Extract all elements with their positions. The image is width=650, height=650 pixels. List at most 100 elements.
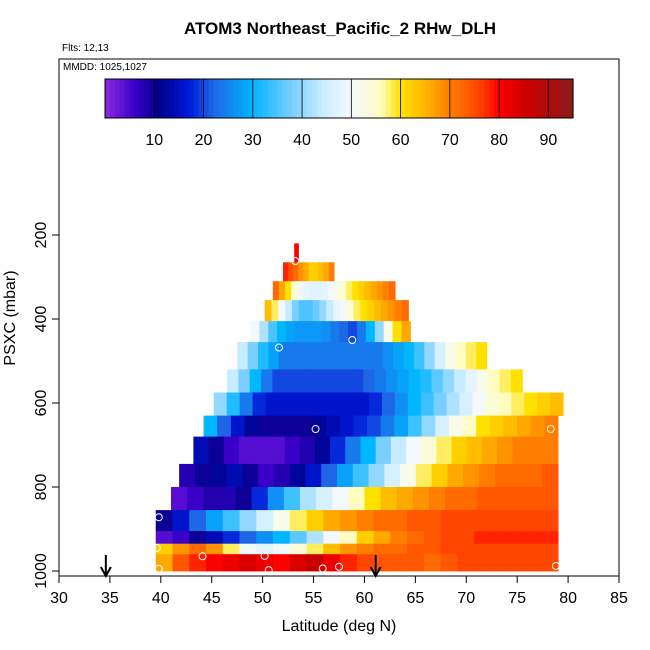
heatmap-cell [353,415,368,437]
heatmap-cell [189,510,207,532]
heatmap-cell [392,321,402,343]
heatmap-cell [463,463,480,488]
heatmap-cell [291,392,305,416]
heatmap-cell [401,300,409,322]
colorbar-segment [262,79,269,118]
heatmap-cell [517,415,532,437]
heatmap-cell [340,369,353,393]
heatmap-cell [445,487,462,511]
heatmap-cell [193,436,210,465]
heatmap-cell [319,300,327,322]
heatmap-cell [299,487,317,511]
heatmap-cell [155,543,174,555]
heatmap-cell [394,300,402,322]
heatmap-cell [527,436,544,465]
heatmap-cell [247,342,259,370]
colorbar-segment [508,79,515,118]
colorbar-segment [198,79,205,118]
heatmap-cell [442,369,455,393]
flights-note: Flts: 12,13 [62,43,109,54]
heatmap-cell [367,300,375,322]
heatmap-cell [476,415,491,437]
heatmap-cell [394,392,409,416]
colorbar-segment [173,79,180,118]
heatmap-cell [206,510,224,532]
heatmap-cell [219,487,237,511]
colorbar-segment [351,79,357,118]
heatmap-cell [323,510,341,532]
heatmap-cell [299,436,316,465]
sample-marker [154,513,163,522]
colorbar-segment [149,79,155,118]
heatmap-cell [206,543,224,555]
heatmap-cell [340,531,358,545]
heatmap-cell [308,262,315,282]
colorbar-segment [489,79,495,118]
colorbar-segment [474,79,480,118]
heatmap-cell [384,463,401,488]
heatmap-cell [309,281,317,301]
heatmap-cell [459,392,474,416]
heatmap-cell [368,463,385,488]
heatmap-cell [273,543,291,555]
colorbar-segment [188,79,195,118]
heatmap-cell [278,392,292,416]
heatmap-cell [433,392,448,416]
heatmap-cell [401,321,411,343]
heatmap-cell [289,510,308,532]
heatmap-cell [435,415,450,437]
heatmap-cell [476,342,488,370]
heatmap-cell [407,510,425,532]
sample-markers [152,257,560,575]
heatmap-cell [497,436,513,465]
colorbar-tick-label: 40 [293,132,311,149]
colorbar-segment [523,79,530,118]
heatmap-cell [283,262,289,282]
x-tick-label: 35 [101,590,119,607]
heatmap-cell [343,392,357,416]
heatmap-cell [306,369,319,393]
heatmap-cell [364,487,382,511]
heatmap-cell [510,369,523,393]
heatmap-cell [256,510,274,532]
colorbar-segment [563,79,569,118]
x-tick-label: 85 [610,590,628,607]
heatmap-cell [390,510,408,532]
colorbar-segment [479,79,485,118]
heatmap-cell [323,531,341,545]
heatmap-cell [321,463,338,488]
heatmap-cell [269,436,286,465]
heatmap-cell [339,321,349,343]
heatmap-cell [268,321,278,343]
heatmap-cell [445,342,457,370]
heatmap-cell [348,321,358,343]
colorbar-tick-label: 80 [490,132,508,149]
heatmap-cell [358,281,366,301]
heatmap-cell [373,531,391,545]
colorbar-segment [331,79,338,118]
heatmap-cell [314,436,331,465]
heatmap-cell [396,487,414,511]
heatmap-cell [206,531,224,545]
heatmap-cell [330,321,340,343]
colorbar-segment [223,79,229,118]
heatmap-cell [481,436,498,465]
heatmap-cell [374,321,385,343]
colorbar-segment [252,79,259,118]
heatmap-cell [507,554,525,572]
heatmap-cell [272,281,280,301]
heatmap-cell [332,487,349,511]
heatmap-cell [289,543,308,555]
heatmap-cell [227,369,239,393]
heatmap-cell [390,436,407,465]
heatmap-cell [317,392,331,416]
heatmap-cell [474,554,492,572]
heatmap-cell [423,510,442,532]
heatmap-cell [477,487,495,511]
heatmap-cell [155,510,174,532]
heatmap-cell [340,554,358,572]
heatmap-cell [424,342,436,370]
heatmap-cell [327,281,335,301]
heatmap-cell [172,543,190,555]
heatmap-cell [306,510,324,532]
